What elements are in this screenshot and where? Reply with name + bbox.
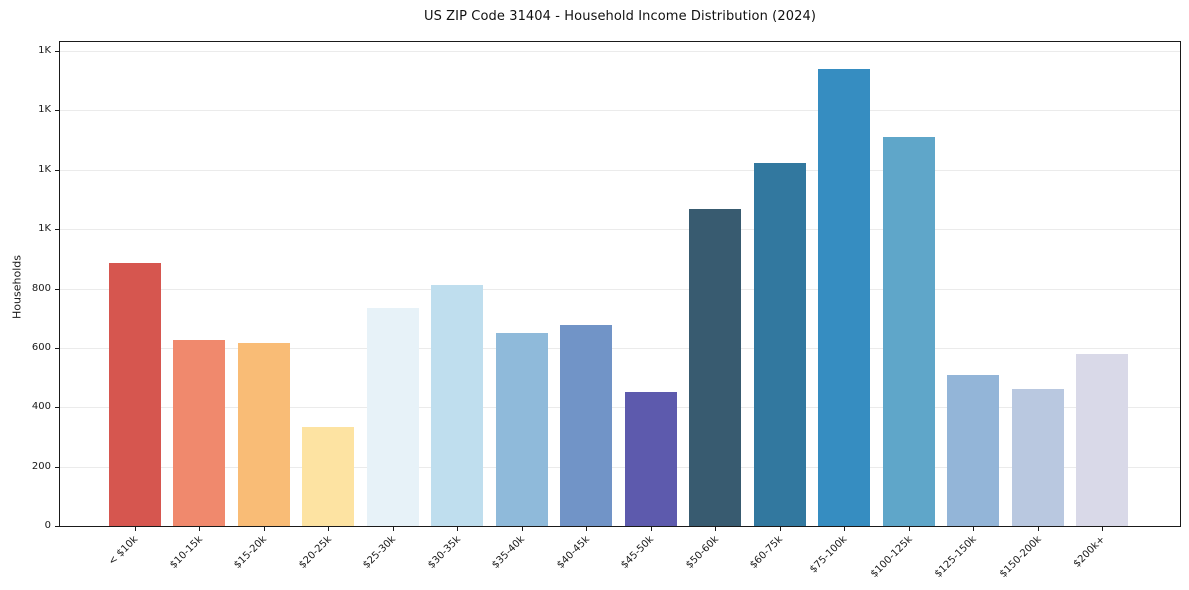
y-tick-label: 1K bbox=[38, 44, 51, 56]
x-tick-label: $45-50k bbox=[619, 534, 657, 571]
bar bbox=[431, 284, 483, 526]
y-tick-mark bbox=[55, 229, 59, 231]
bar bbox=[366, 308, 419, 526]
x-tick-label: < $10k bbox=[106, 534, 141, 568]
bar bbox=[560, 324, 612, 526]
x-tick-mark bbox=[908, 527, 910, 531]
y-tick-label: 200 bbox=[31, 460, 51, 472]
gridline bbox=[60, 50, 1180, 52]
x-tick-mark bbox=[650, 527, 652, 531]
gridline bbox=[60, 169, 1180, 171]
x-tick-label: $50-60k bbox=[683, 534, 721, 571]
x-tick-label: $60-75k bbox=[748, 534, 786, 571]
y-tick-mark bbox=[55, 407, 59, 409]
y-tick-label: 1K bbox=[38, 104, 51, 116]
x-tick-mark bbox=[1102, 527, 1103, 531]
bar bbox=[1076, 353, 1128, 526]
bar bbox=[1011, 388, 1064, 526]
gridline bbox=[60, 229, 1180, 231]
x-tick-label: $20-25k bbox=[296, 534, 334, 571]
x-tick-label: $35-40k bbox=[490, 534, 528, 571]
gridline bbox=[60, 110, 1180, 112]
y-tick-mark bbox=[55, 110, 59, 112]
x-tick-mark bbox=[521, 527, 523, 531]
chart-title: US ZIP Code 31404 - Household Income Dis… bbox=[423, 9, 817, 24]
x-tick-label: $15-20k bbox=[232, 534, 270, 571]
y-tick-mark bbox=[55, 288, 59, 290]
y-tick-label: 400 bbox=[31, 401, 51, 413]
x-tick-label: $10-15k bbox=[167, 534, 205, 571]
x-tick-mark bbox=[457, 527, 458, 531]
bar bbox=[495, 333, 548, 526]
y-tick-label: 1K bbox=[38, 223, 51, 235]
bar bbox=[302, 427, 354, 526]
x-tick-label: $40-45k bbox=[554, 534, 592, 571]
gridline bbox=[60, 407, 1180, 409]
bar bbox=[108, 263, 161, 526]
bar bbox=[818, 68, 870, 526]
bar bbox=[689, 209, 741, 526]
x-tick-label: $30-35k bbox=[425, 534, 463, 571]
bar bbox=[624, 392, 677, 526]
bar bbox=[882, 136, 935, 526]
x-tick-mark bbox=[199, 527, 200, 531]
x-tick-label: $200k+ bbox=[1071, 534, 1108, 570]
y-tick-mark bbox=[55, 466, 59, 468]
x-tick-mark bbox=[715, 527, 716, 531]
x-tick-label: $125-150k bbox=[932, 534, 979, 580]
x-tick-mark bbox=[779, 527, 781, 531]
x-tick-mark bbox=[844, 527, 845, 531]
x-tick-mark bbox=[973, 527, 974, 531]
y-tick-label: 600 bbox=[31, 341, 51, 353]
gridline bbox=[60, 466, 1180, 468]
x-tick-mark bbox=[1037, 527, 1039, 531]
bar bbox=[237, 342, 290, 526]
y-tick-label: 0 bbox=[44, 520, 51, 531]
x-tick-mark bbox=[263, 527, 265, 531]
x-tick-label: $150-200k bbox=[997, 534, 1044, 580]
y-tick-mark bbox=[55, 526, 59, 527]
bar bbox=[753, 163, 806, 526]
y-tick-label: 800 bbox=[31, 282, 51, 294]
gridline bbox=[60, 288, 1180, 290]
y-tick-label: 1K bbox=[38, 163, 51, 175]
x-tick-label: $75-100k bbox=[808, 534, 850, 576]
x-tick-mark bbox=[328, 527, 329, 531]
x-tick-label: $25-30k bbox=[361, 534, 399, 571]
x-tick-mark bbox=[392, 527, 394, 531]
gridline bbox=[60, 347, 1180, 349]
y-tick-mark bbox=[55, 50, 59, 52]
bar bbox=[947, 375, 999, 526]
x-tick-label: $100-125k bbox=[868, 534, 915, 580]
x-tick-mark bbox=[586, 527, 587, 531]
y-tick-mark bbox=[55, 169, 59, 171]
x-tick-mark bbox=[134, 527, 136, 531]
bar bbox=[173, 339, 225, 526]
plot-area bbox=[59, 41, 1181, 527]
y-tick-mark bbox=[55, 347, 59, 349]
